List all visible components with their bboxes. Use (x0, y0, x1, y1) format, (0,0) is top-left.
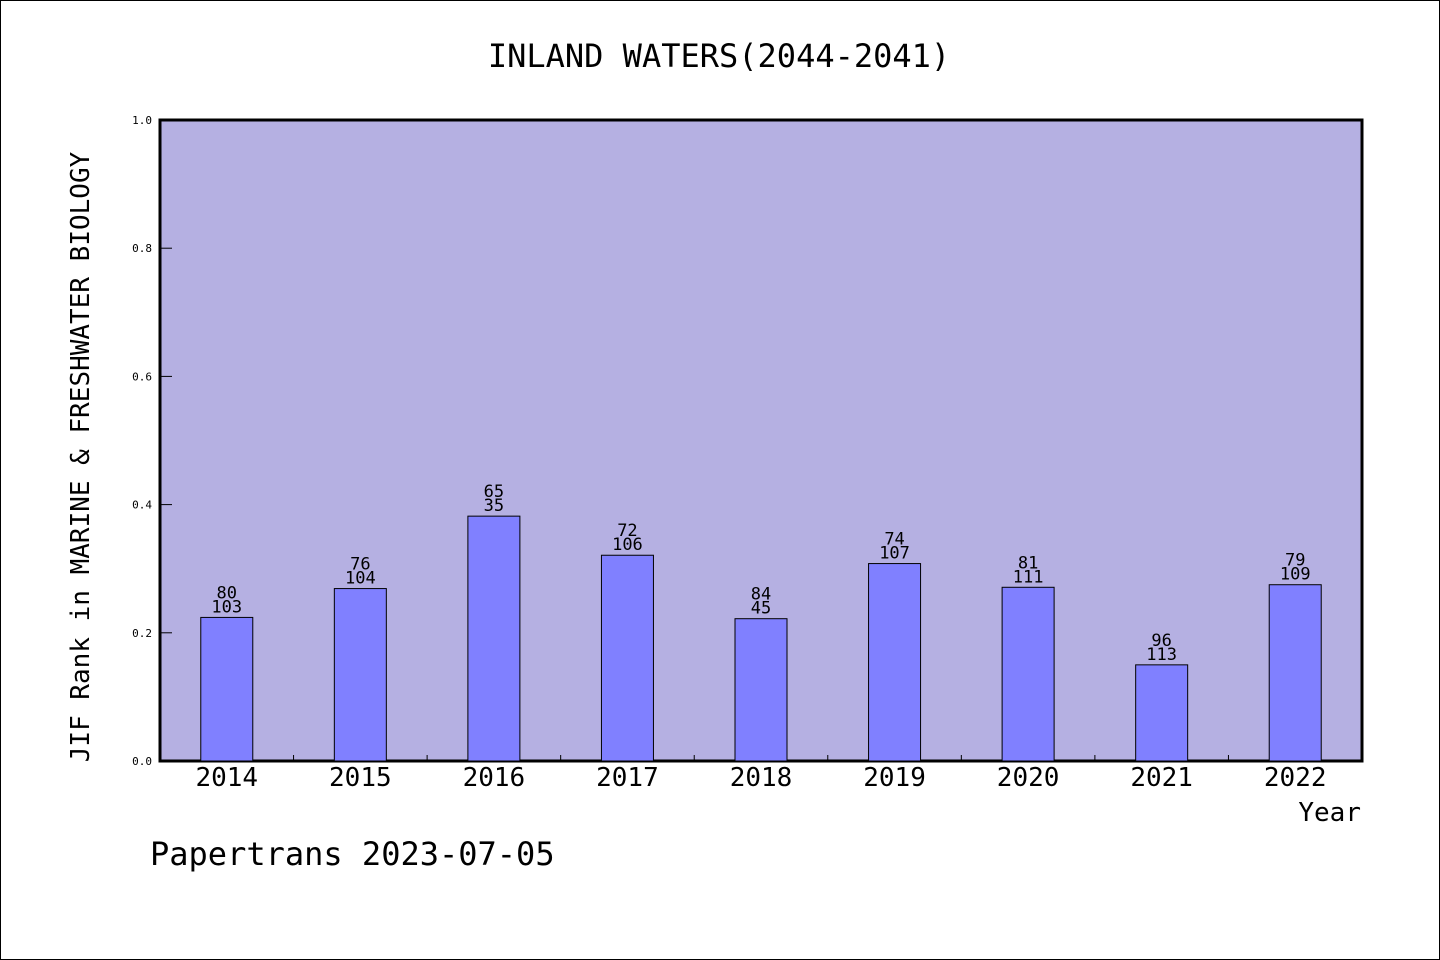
bar-label-top-2017: 72 (617, 521, 637, 541)
bar-label-bottom-2015: 104 (345, 569, 376, 589)
x-tick-label-2020: 2020 (997, 763, 1060, 793)
x-tick-label-2014: 2014 (195, 763, 258, 793)
bar-label-top-2018: 84 (751, 585, 771, 605)
bar-2018 (734, 618, 788, 762)
bar-label-bottom-2017: 106 (612, 535, 643, 555)
y-axis-label: JIF Rank in MARINE & FRESHWATER BIOLOGY (66, 151, 96, 762)
bar-label-top-2022: 79 (1285, 551, 1305, 571)
bar-2020 (1001, 586, 1055, 762)
y-tick-label-1.0: 1.0 (132, 114, 152, 127)
bar-2021 (1135, 664, 1189, 762)
y-tick-label-0.0: 0.0 (132, 755, 152, 768)
x-tick-label-2015: 2015 (329, 763, 392, 793)
x-tick-label-2022: 2022 (1264, 763, 1327, 793)
x-tick-label-2018: 2018 (730, 763, 793, 793)
bar-label-bottom-2016: 35 (484, 496, 504, 516)
x-tick-label-2019: 2019 (863, 763, 926, 793)
y-tick-label-0.6: 0.6 (132, 370, 152, 383)
y-tick-label-0.4: 0.4 (132, 499, 152, 512)
footer-text: Papertrans 2023-07-05 (150, 835, 555, 873)
chart-title: INLAND WATERS(2044-2041) (488, 37, 950, 75)
bar-label-bottom-2022: 109 (1280, 565, 1311, 585)
bar-label-top-2019: 74 (884, 530, 904, 550)
y-tick-label-0.2: 0.2 (132, 627, 152, 640)
y-tick-label-0.8: 0.8 (132, 242, 152, 255)
bar-2015 (333, 588, 387, 762)
bar-label-bottom-2018: 45 (751, 599, 771, 619)
bar-label-top-2014: 80 (217, 583, 237, 603)
x-axis: 2014 2015 2016 2017 2018 2019 2020 2021 2022 (195, 755, 1327, 793)
bar-label-bottom-2014: 103 (211, 597, 242, 617)
y-axis: 0.0 0.2 0.4 0.6 0.8 1.0 (132, 114, 172, 768)
x-tick-label-2021: 2021 (1130, 763, 1193, 793)
bar-label-top-2015: 76 (350, 555, 370, 575)
bar-label-top-2021: 96 (1151, 631, 1171, 651)
bar-label-bottom-2019: 107 (879, 544, 910, 564)
bar-2014 (200, 616, 254, 762)
bars-layer (200, 515, 1322, 762)
bar-2016 (467, 515, 521, 762)
x-tick-label-2017: 2017 (596, 763, 659, 793)
x-axis-label: Year (1298, 798, 1361, 828)
x-tick-label-2016: 2016 (463, 763, 526, 793)
bar-2022 (1268, 584, 1322, 762)
bar-label-top-2020: 81 (1018, 553, 1038, 573)
bar-2017 (600, 554, 654, 762)
bar-label-bottom-2021: 113 (1146, 645, 1177, 665)
bar-label-bottom-2020: 111 (1013, 567, 1044, 587)
bar-2019 (868, 563, 922, 762)
bar-label-top-2016: 65 (484, 482, 504, 502)
